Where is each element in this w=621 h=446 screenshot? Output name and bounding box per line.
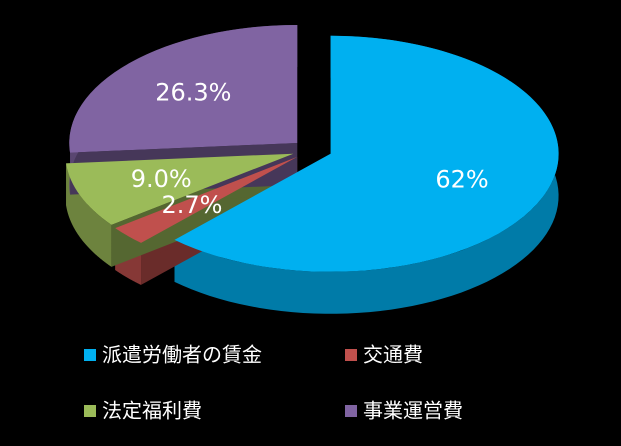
slice [66,153,294,225]
legend-swatch [84,349,96,361]
legend-label: 法定福利費 [102,399,202,423]
slice-side [66,163,112,267]
legend-swatch [345,405,357,417]
legend-label: 交通費 [363,343,423,367]
slice [115,156,298,243]
legend-label: 事業運営費 [363,399,463,423]
value-label: 2.7% [161,191,222,219]
legend-swatch [84,405,96,417]
slice [174,35,559,272]
value-label: 62% [435,166,488,194]
legend-swatch [345,349,357,361]
value-label: 26.3% [155,78,231,106]
slice [69,24,298,153]
legend-label: 派遣労働者の賃金 [102,343,262,367]
value-label: 9.0% [131,165,192,193]
slice-side [174,35,559,314]
